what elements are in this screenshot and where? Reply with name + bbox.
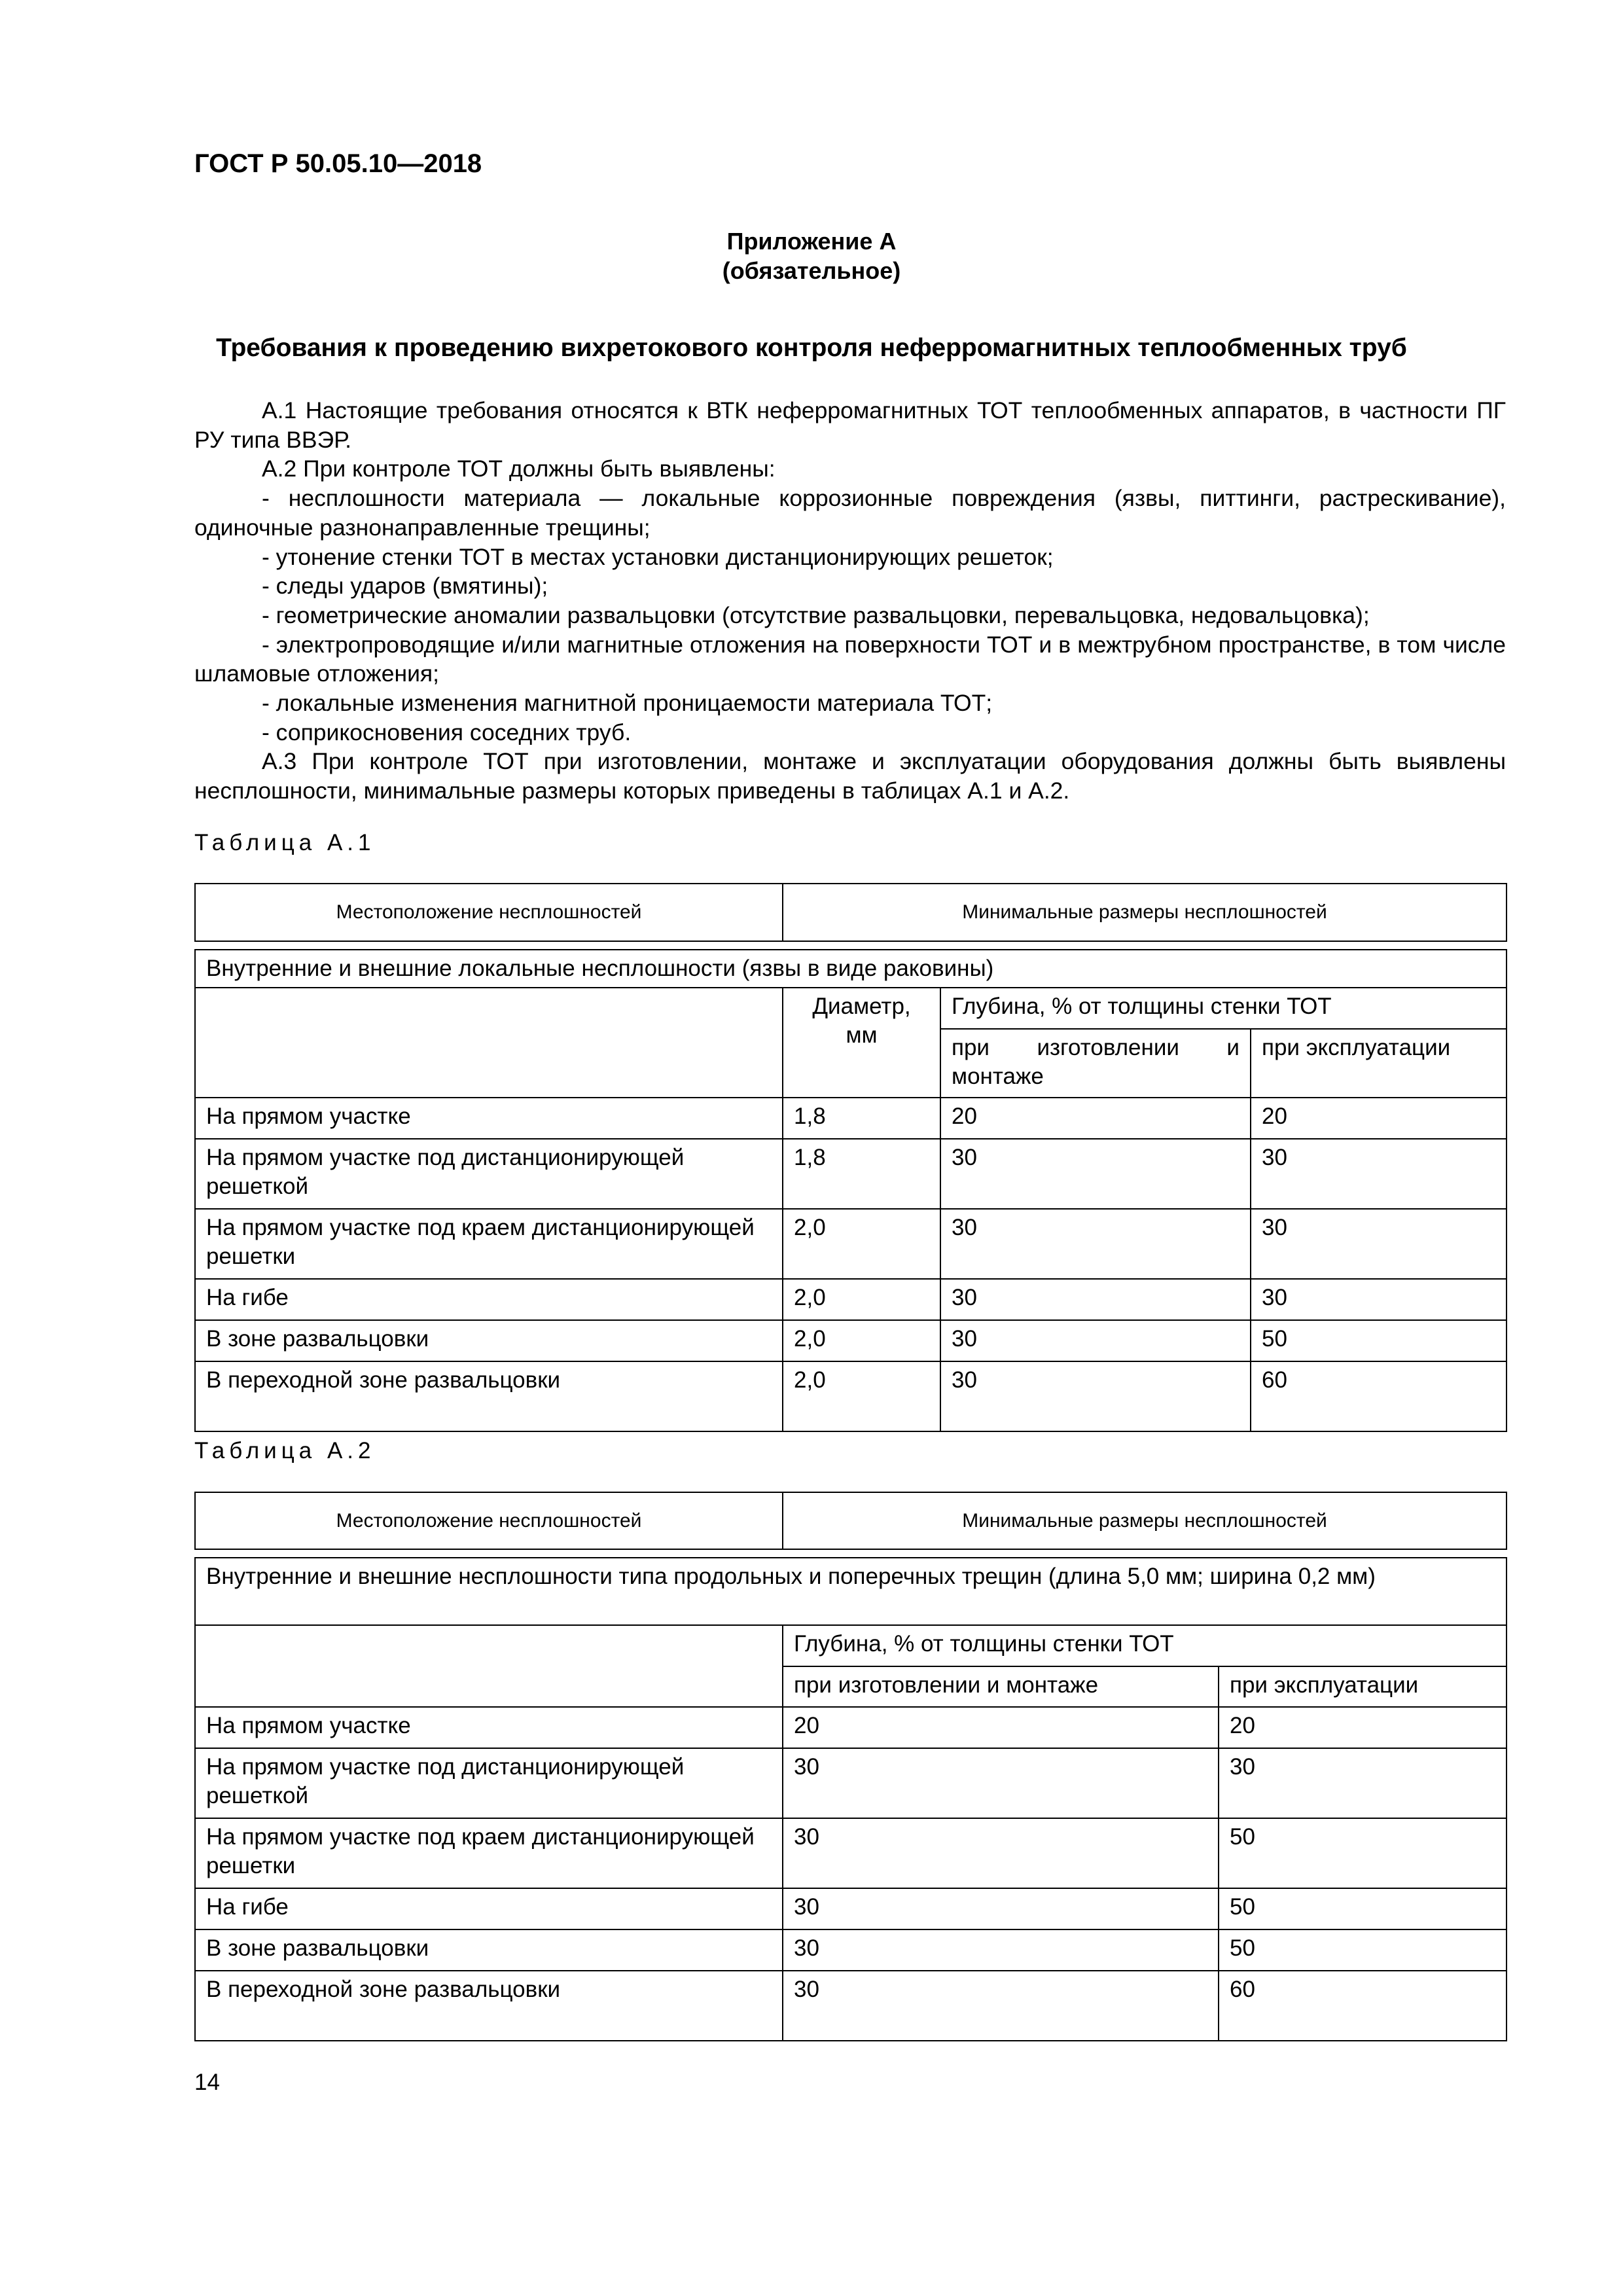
- table-cell: 60: [1217, 1970, 1508, 2041]
- table-cell: В зоне развальцовки: [194, 1319, 783, 1362]
- list-item: - следы ударов (вмятины);: [262, 573, 548, 600]
- list-item: - несплошности материала — локальные кор…: [194, 485, 1506, 541]
- table-cell: 20: [1217, 1706, 1508, 1749]
- table-cell: 50: [1217, 1888, 1508, 1930]
- table-cell: 30: [782, 1818, 1219, 1889]
- table-row: На прямом участке 1,8 20 20: [194, 1097, 1507, 1139]
- header-sizes: Минимальные размеры несплошностей: [781, 1492, 1508, 1550]
- header-operation: при эксплуатации: [1250, 1028, 1507, 1098]
- header-manufacture: при изготовлении и монтаже: [782, 1666, 1219, 1708]
- header-depth: Глубина, % от толщины стенки ТОТ: [781, 1624, 1508, 1667]
- table-cell: 50: [1217, 1929, 1508, 1971]
- list-item: - соприкосновения соседних труб.: [262, 719, 632, 745]
- table-a1: Местоположение несплошностей Минимальные…: [194, 883, 1507, 1432]
- paragraph: А.2 При контроле ТОТ должны быть выявлен…: [262, 456, 776, 482]
- header-sizes: Минимальные размеры несплошностей: [782, 883, 1507, 942]
- table-cell: 2,0: [782, 1278, 941, 1321]
- table-cell: На прямом участке под дистанционирующей …: [194, 1138, 783, 1210]
- table-cell: 20: [782, 1706, 1219, 1749]
- table2-caption: Таблица А.2: [194, 1438, 376, 1463]
- body-text: А.1 Настоящие требования относятся к ВТК…: [194, 396, 1506, 806]
- table-cell: 30: [940, 1319, 1251, 1362]
- header-operation: при эксплуатации: [1217, 1666, 1508, 1708]
- table-row: На прямом участке под дистанционирующей …: [194, 1138, 1507, 1210]
- table-row: В зоне развальцовки 30 50: [194, 1929, 1508, 1971]
- table-cell: 30: [782, 1929, 1219, 1971]
- paragraph: А.1 Настоящие требования относятся к ВТК…: [194, 397, 1506, 453]
- header-depth: Глубина, % от толщины стенки ТОТ: [940, 987, 1507, 1030]
- list-item: - геометрические аномалии развальцовки (…: [262, 601, 1370, 628]
- table-row: На гибе 2,0 30 30: [194, 1278, 1507, 1321]
- table-row: На прямом участке под краем дистанционир…: [194, 1818, 1508, 1889]
- table-cell: На прямом участке под краем дистанционир…: [194, 1818, 783, 1889]
- table-cell: В зоне развальцовки: [194, 1929, 783, 1971]
- table-row: На прямом участке 20 20: [194, 1706, 1508, 1749]
- table-row: На прямом участке под дистанционирующей …: [194, 1748, 1508, 1819]
- table-cell: 30: [782, 1748, 1219, 1819]
- table-cell: На прямом участке: [194, 1097, 783, 1139]
- table-cell: 2,0: [782, 1319, 941, 1362]
- group-row: Внутренние и внешние локальные несплошно…: [194, 949, 1507, 988]
- table1-caption: Таблица А.1: [194, 830, 376, 855]
- table-cell: 30: [1250, 1208, 1507, 1280]
- table-cell: 30: [940, 1278, 1251, 1321]
- table-cell: На гибе: [194, 1278, 783, 1321]
- table-row: В зоне развальцовки 2,0 30 50: [194, 1319, 1507, 1362]
- list-item: - электропроводящие и/или магнитные отло…: [194, 631, 1506, 687]
- list-item: - утонение стенки ТОТ в местах установки…: [262, 543, 1054, 570]
- table-row: На прямом участке под краем дистанционир…: [194, 1208, 1507, 1280]
- table-cell: 30: [940, 1138, 1251, 1210]
- table-cell: 2,0: [782, 1361, 941, 1432]
- header-location: Местоположение несплошностей: [194, 883, 783, 942]
- table-cell: 30: [1250, 1278, 1507, 1321]
- table-cell: 30: [940, 1361, 1251, 1432]
- table-cell: 30: [782, 1888, 1219, 1930]
- section-title: Требования к проведению вихретокового ко…: [216, 334, 1407, 362]
- table-row: В переходной зоне развальцовки 30 60: [194, 1970, 1508, 2041]
- header-manufacture: при изготовлении и монтаже: [940, 1028, 1251, 1098]
- table-cell: 20: [1250, 1097, 1507, 1139]
- header-diameter: Диаметр, мм: [782, 987, 941, 1098]
- page-number: 14: [194, 2070, 220, 2095]
- list-item: - локальные изменения магнитной проницае…: [262, 690, 993, 717]
- group-row: Внутренние и внешние несплошности типа п…: [194, 1557, 1508, 1626]
- table-cell: 30: [782, 1970, 1219, 2041]
- paragraph: А.3 При контроле ТОТ при изготовлении, м…: [194, 748, 1506, 804]
- header-location: Местоположение несплошностей: [194, 1492, 783, 1550]
- table-cell: 30: [940, 1208, 1251, 1280]
- table-cell: На гибе: [194, 1888, 783, 1930]
- table-cell: На прямом участке под краем дистанционир…: [194, 1208, 783, 1280]
- table-cell: 30: [1217, 1748, 1508, 1819]
- table-cell: 30: [1250, 1138, 1507, 1210]
- table-cell: 20: [940, 1097, 1251, 1139]
- table-row: На гибе 30 50: [194, 1888, 1508, 1930]
- table-cell: 1,8: [782, 1097, 941, 1139]
- table-cell: В переходной зоне развальцовки: [194, 1970, 783, 2041]
- table-cell: 1,8: [782, 1138, 941, 1210]
- table-cell: 50: [1217, 1818, 1508, 1889]
- appendix-status: (обязательное): [722, 257, 901, 284]
- document-id: ГОСТ Р 50.05.10—2018: [194, 149, 482, 178]
- table-cell: 2,0: [782, 1208, 941, 1280]
- appendix-label: Приложение А: [726, 228, 897, 255]
- table-cell: 60: [1250, 1361, 1507, 1432]
- table-row: В переходной зоне развальцовки 2,0 30 60: [194, 1361, 1507, 1432]
- table-cell: В переходной зоне развальцовки: [194, 1361, 783, 1432]
- table-cell: На прямом участке: [194, 1706, 783, 1749]
- table-cell: 50: [1250, 1319, 1507, 1362]
- table-a2: Местоположение несплошностей Минимальные…: [194, 1492, 1508, 2041]
- table-cell: На прямом участке под дистанционирующей …: [194, 1748, 783, 1819]
